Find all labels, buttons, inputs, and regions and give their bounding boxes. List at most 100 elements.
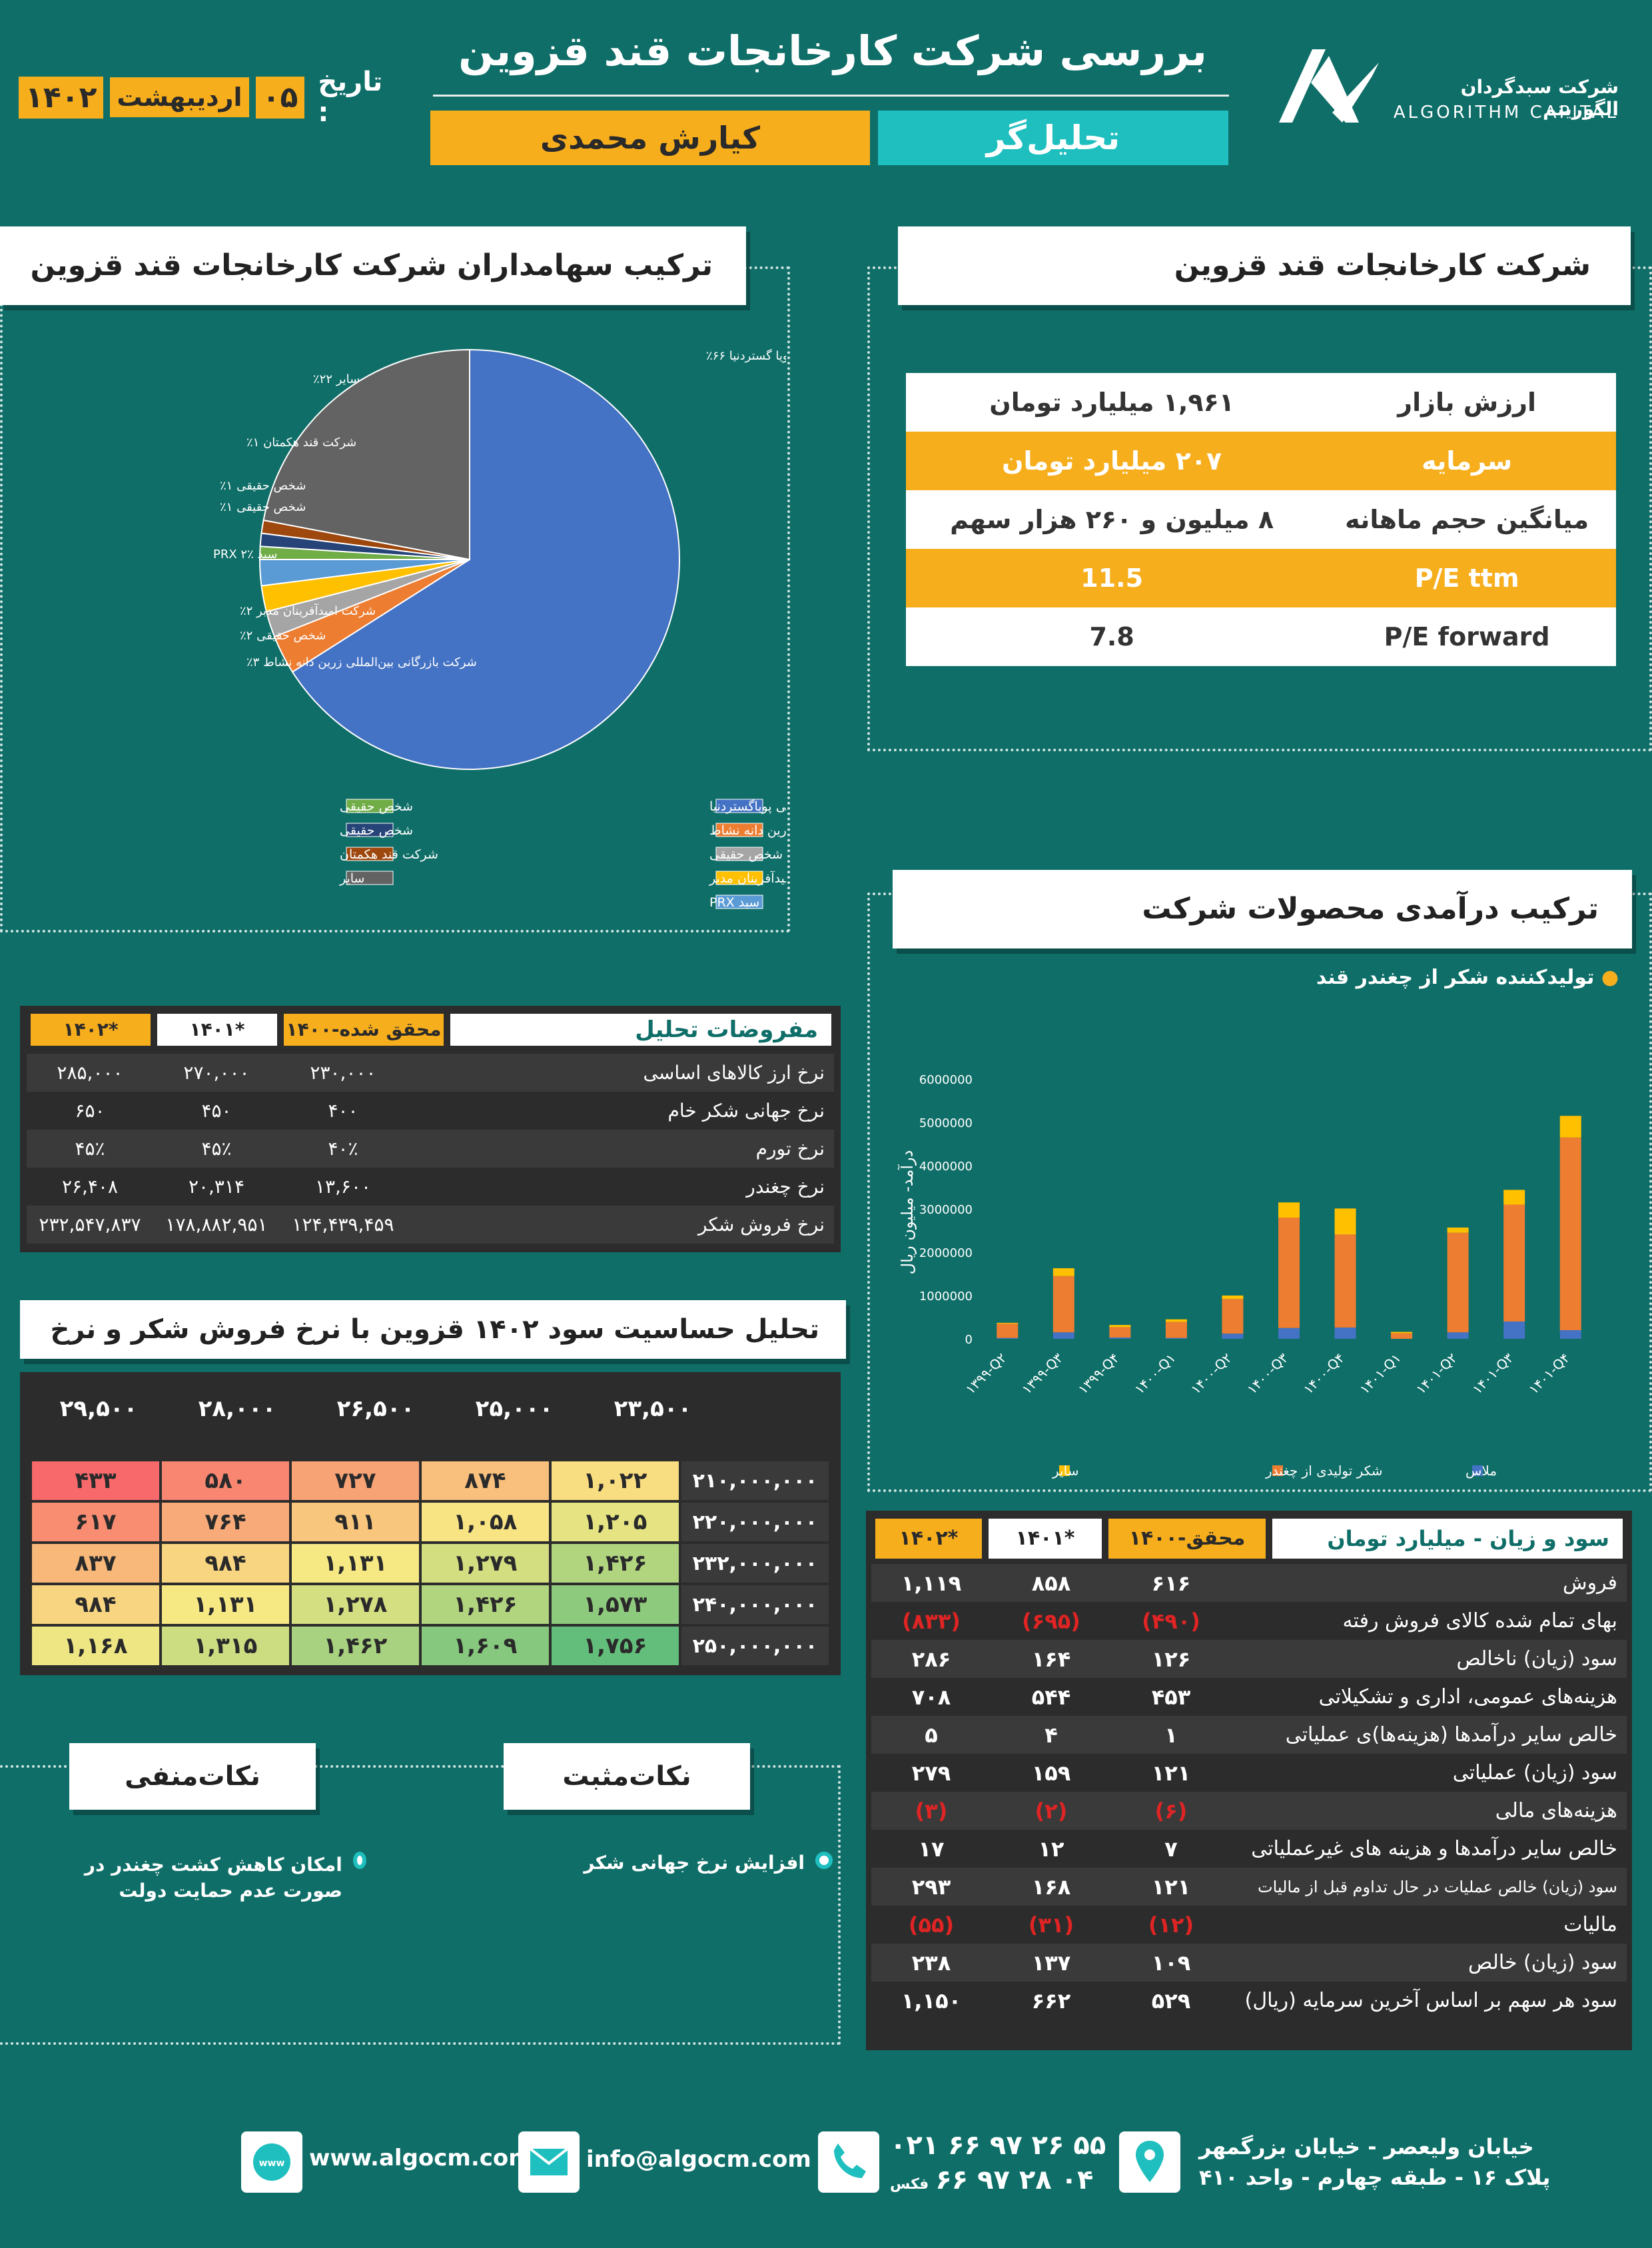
- assumption-value: ۴۵٪: [75, 1138, 105, 1160]
- bar-legend-label: ملاس: [1465, 1463, 1497, 1479]
- pl-header-1401: ۱۴۰۱*: [989, 1519, 1102, 1559]
- bar-segment: [1503, 1190, 1525, 1205]
- heatmap-row-header: ۲۲۰,۰۰۰,۰۰۰: [681, 1503, 829, 1541]
- pl-value: ۱۲۱: [1151, 1760, 1191, 1786]
- legend-swatch: [715, 799, 763, 813]
- phone-number[interactable]: ۰۲۱ ۶۶ ۹۷ ۲۶ ۵۵: [890, 2130, 1106, 2161]
- bar-legend-label: شکر تولیدی از چغندر: [1265, 1463, 1383, 1479]
- web-icon: www: [241, 2131, 302, 2193]
- pl-value: ۱۶۸: [1031, 1874, 1071, 1900]
- heatmap-cell: ۱,۴۶۲: [291, 1627, 419, 1665]
- assumption-value: ۶۵۰: [75, 1100, 105, 1122]
- key-stat-label: P/E ttm: [1414, 563, 1519, 593]
- pl-label: خالص سایر درآمدها (هزینه‌ها)ی عملیاتی: [1285, 1723, 1617, 1746]
- pl-row: (۵۵) (۳۱) (۱۲) مالیات: [871, 1906, 1627, 1944]
- key-stats-table: ۱,۹۶۱ میلیارد تومان ارزش بازار ۲۰۷ میلیارد…: [906, 373, 1616, 666]
- pl-value: (۵۵): [908, 1912, 955, 1938]
- email-link[interactable]: info@algocm.com: [586, 2146, 811, 2173]
- assumption-value: ۲۳۲,۵۴۷,۸۳۷: [39, 1214, 141, 1236]
- y-tick-label: 0: [965, 1333, 973, 1347]
- assumption-value: ۱۷۸,۸۸۲,۹۵۱: [165, 1214, 268, 1236]
- location-icon: [1119, 2131, 1180, 2193]
- pl-row: ۲۷۹ ۱۵۹ ۱۲۱ سود (زیان) عملیاتی: [871, 1754, 1627, 1792]
- bar-segment: [1278, 1327, 1300, 1339]
- pl-value: ۶۱۶: [1151, 1570, 1191, 1596]
- heatmap-cell: ۹۸۴: [161, 1544, 289, 1583]
- bar-segment: [1334, 1327, 1356, 1339]
- pl-value: ۱۲: [1038, 1836, 1064, 1862]
- pl-row: ۵ ۴ ۱ خالص سایر درآمدها (هزینه‌ها)ی عملیاتی: [871, 1716, 1627, 1754]
- pl-label: هزینه‌های عمومی، اداری و تشکیلاتی: [1318, 1685, 1617, 1708]
- x-tick-label: ۱۴۰۱-Q۴: [1525, 1350, 1573, 1397]
- x-tick-label: ۱۴۰۰-Q۴: [1300, 1350, 1348, 1397]
- pl-label: سود (زیان) عملیاتی: [1452, 1761, 1617, 1784]
- heatmap-cell: ۱,۴۲۶: [421, 1585, 549, 1624]
- date-label: تاریخ :: [318, 67, 383, 128]
- bar-segment: [1052, 1276, 1074, 1333]
- bar-segment: [1447, 1332, 1469, 1339]
- pl-label: سود (زیان) ناخالص: [1456, 1647, 1617, 1671]
- website-link[interactable]: www.algocm.com: [309, 2145, 532, 2171]
- y-tick-label: 5000000: [919, 1116, 973, 1130]
- legend-label: شرکت بازرگانی پویاگستردنیا: [709, 799, 786, 814]
- y-tick-label: 4000000: [919, 1160, 973, 1174]
- bar-segment: [1222, 1296, 1244, 1300]
- pl-row: ۱,۱۱۹ ۸۵۸ ۶۱۶ فروش: [871, 1564, 1627, 1602]
- legend-swatch: [715, 895, 763, 909]
- key-stat-label: ارزش بازار: [1398, 388, 1537, 417]
- legend-swatch: [346, 823, 394, 837]
- brand: شرکت سبدگردان الگوریتم ALGORITHM CAPITAL: [1279, 43, 1619, 129]
- pl-panel: ۱۴۰۲* ۱۴۰۱* ۱۴۰۰-محقق شده سود و زیان - م…: [866, 1511, 1632, 2050]
- bar-segment: [1503, 1204, 1525, 1321]
- legend-label: شخص حقیقی: [709, 847, 783, 862]
- pl-value: ۱۲۶: [1151, 1646, 1191, 1672]
- pl-value: ۷۰۸: [911, 1684, 951, 1710]
- revenue-bar-chart: درآمد- میلیون ریال 0 1000000 2000000 300000…: [897, 1073, 1581, 1479]
- heatmap-row: ۴۳۳ ۵۸۰ ۷۲۷ ۸۷۴ ۱,۰۲۲ ۲۱۰,۰۰۰,۰۰۰: [32, 1461, 829, 1500]
- pl-value: ۱,۱۱۹: [901, 1570, 962, 1596]
- legend-label: شرکت قند هکمتان: [340, 847, 438, 862]
- pl-label: فروش: [1562, 1571, 1617, 1595]
- x-tick-label: ۱۴۰۰-Q۲: [1188, 1350, 1235, 1397]
- legend-swatch: [346, 871, 394, 885]
- bar-segment: [1109, 1325, 1131, 1327]
- x-tick-label: ۱۳۹۹-Q۴: [1075, 1350, 1122, 1397]
- bar-legend-swatch: [1472, 1465, 1483, 1476]
- bar-segment: [1109, 1327, 1131, 1338]
- assumptions-title: مفروضات تحلیل: [450, 1014, 831, 1046]
- pie-slices: [258, 348, 680, 770]
- pl-label: سود هر سهم بر اساس آخرین سرمایه (ریال): [1244, 1989, 1617, 2012]
- assumption-value: ۱۲۴,۴۳۹,۴۵۹: [292, 1214, 394, 1236]
- pie-slice: [262, 348, 470, 561]
- bar-segment: [1278, 1218, 1300, 1328]
- pl-value: ۴: [1044, 1722, 1058, 1748]
- heatmap-cell: ۱,۲۰۵: [551, 1503, 679, 1541]
- assumption-value: ۴۵۰: [201, 1100, 232, 1122]
- legend-swatch: [715, 871, 763, 885]
- pie-callout: شرکت امیدآفرینان مدبر ۲٪: [240, 603, 376, 618]
- pl-label: مالیات: [1563, 1913, 1617, 1936]
- assumption-label: نرخ فروش شکر: [697, 1214, 825, 1236]
- key-stat-label: سرمایه: [1422, 446, 1513, 476]
- key-stat-row: 7.8 P/E forward: [906, 607, 1616, 666]
- heatmap-cell: ۴۳۳: [32, 1461, 159, 1500]
- x-tick-label: ۱۴۰۰-Q۳: [1244, 1349, 1291, 1397]
- bar-segment: [1391, 1333, 1413, 1339]
- assumption-value: ۲۶,۴۰۸: [61, 1176, 119, 1198]
- heatmap-cell: ۱,۵۷۳: [551, 1585, 679, 1624]
- pie-callout: شخص حقیقی ۱٪: [220, 479, 306, 493]
- pl-row: ۲۳۸ ۱۳۷ ۱۰۹ سود (زیان) خالص: [871, 1944, 1627, 1982]
- address-line-1: خیابان ولیعصر - خیابان بزرگمهر: [1199, 2134, 1534, 2159]
- date-day: ۰۵: [255, 76, 305, 119]
- bars: [997, 1116, 1581, 1339]
- heatmap-cell: ۵۸۰: [161, 1461, 289, 1500]
- pl-row: (۸۳۳) (۶۹۵) (۴۹۰) بهای تمام شده کالای فروش …: [871, 1602, 1627, 1640]
- assumption-value: ۲۷۰,۰۰۰: [183, 1062, 250, 1084]
- y-axis-label: درآمد- میلیون ریال: [897, 1150, 917, 1275]
- legend-label: شخص حقیقی: [340, 823, 413, 838]
- bar-segment: [1222, 1299, 1244, 1334]
- assumption-row: ۴۵٪ ۴۵٪ ۴۰٪ نرخ تورم: [27, 1130, 834, 1168]
- assumption-label: نرخ جهانی شکر خام: [667, 1100, 825, 1122]
- pl-row: ۱۷ ۱۲ ۷ خالص سایر درآمدها و هزینه های غیرعم…: [871, 1830, 1627, 1868]
- heatmap-col-header: ۲۳,۵۰۰: [614, 1395, 692, 1422]
